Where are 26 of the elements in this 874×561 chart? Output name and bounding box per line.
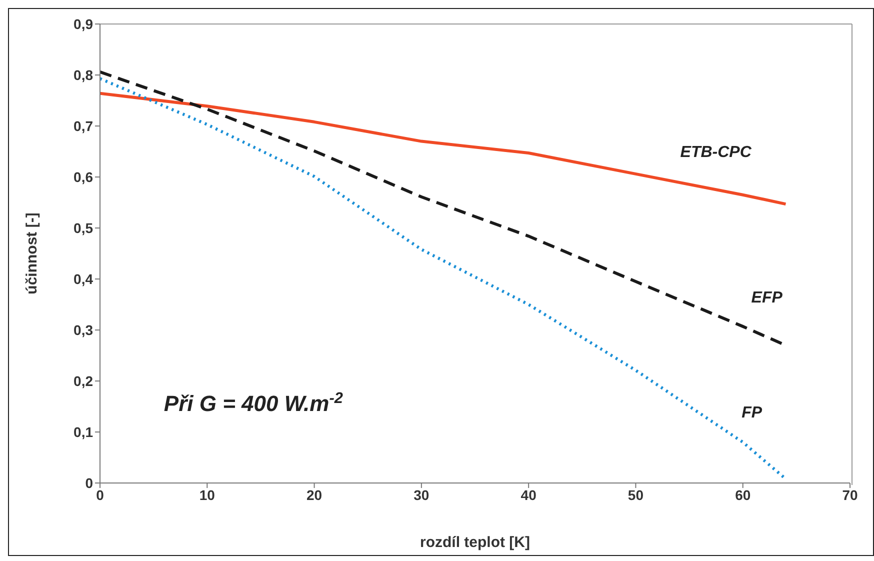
- x-axis-title: rozdíl teplot [K]: [420, 534, 530, 551]
- series-label: EFP: [751, 290, 783, 307]
- y-tick-label: 0: [85, 474, 94, 491]
- y-tick-label: 0,1: [74, 424, 94, 440]
- x-tick-label: 60: [735, 486, 751, 503]
- y-tick-label: 0,8: [74, 66, 94, 83]
- x-tick-label: 50: [628, 486, 644, 503]
- y-tick-label: 0,5: [74, 220, 94, 236]
- x-tick-label: 0: [96, 486, 104, 503]
- x-tick-label: 30: [414, 486, 430, 503]
- annotation: Při G = 400 W.m$^{-2}$: [164, 390, 344, 416]
- series-label: ETB-CPC: [680, 144, 752, 162]
- x-tick-label: 70: [842, 486, 858, 503]
- line-series: [100, 92, 788, 206]
- series-label: FP: [742, 404, 762, 422]
- y-axis-title: účinnost [-]: [23, 212, 40, 294]
- x-tick-label: 40: [520, 486, 537, 503]
- line-series: [100, 77, 788, 480]
- y-tick-label: 0,2: [74, 372, 94, 389]
- x-tick-label: 10: [199, 486, 216, 503]
- y-tick-label: 0,4: [74, 270, 94, 287]
- x-tick-label: 20: [306, 486, 322, 503]
- y-tick-label: 0,7: [74, 118, 94, 134]
- y-tick-label: 0,9: [74, 16, 94, 32]
- y-tick-label: 0,3: [74, 322, 94, 338]
- y-tick-label: 0,6: [74, 168, 94, 185]
